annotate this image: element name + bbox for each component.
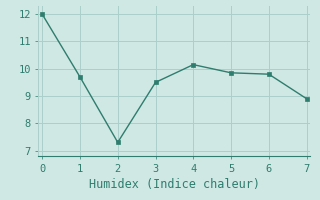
X-axis label: Humidex (Indice chaleur): Humidex (Indice chaleur) [89, 178, 260, 191]
